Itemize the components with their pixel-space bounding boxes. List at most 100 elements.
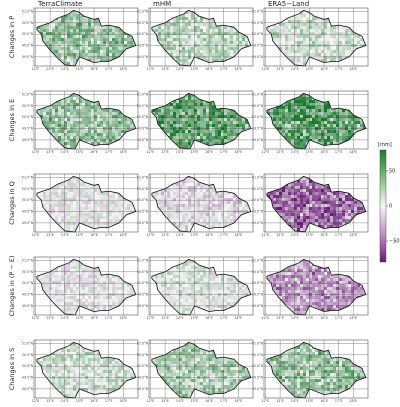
raster-cell xyxy=(152,38,155,41)
raster-cell xyxy=(97,8,100,11)
raster-cell xyxy=(136,121,139,124)
raster-cell xyxy=(164,115,167,118)
raster-cell xyxy=(164,56,167,59)
raster-cell xyxy=(167,139,170,142)
raster-cell xyxy=(155,130,158,133)
raster-cell xyxy=(76,8,79,11)
raster-cell xyxy=(91,50,94,53)
raster-cell xyxy=(366,112,369,115)
raster-cell xyxy=(164,121,167,124)
raster-cell xyxy=(67,216,70,219)
raster-cell xyxy=(321,56,324,59)
raster-cell xyxy=(270,100,273,103)
raster-cell xyxy=(357,109,360,112)
raster-cell xyxy=(333,53,336,56)
raster-cell xyxy=(215,8,218,11)
raster-cell xyxy=(209,35,212,38)
raster-cell xyxy=(40,183,43,186)
raster-cell xyxy=(230,53,233,56)
raster-cell xyxy=(179,53,182,56)
raster-cell xyxy=(206,50,209,53)
raster-cell xyxy=(112,118,115,121)
raster-cell xyxy=(200,124,203,127)
raster-cell xyxy=(161,109,164,112)
raster-cell xyxy=(76,47,79,50)
raster-cell xyxy=(152,106,155,109)
raster-cell xyxy=(339,14,342,17)
raster-cell xyxy=(152,136,155,139)
raster-cell xyxy=(218,62,221,65)
raster-cell xyxy=(94,106,97,109)
raster-cell xyxy=(55,207,58,210)
raster-cell xyxy=(91,139,94,142)
raster-cell xyxy=(52,145,55,148)
raster-cell xyxy=(251,62,254,65)
raster-cell xyxy=(288,53,291,56)
raster-cell xyxy=(306,136,309,139)
raster-cell xyxy=(49,97,52,100)
raster-cell xyxy=(100,91,103,94)
raster-cell xyxy=(345,142,348,145)
raster-cell xyxy=(366,118,369,121)
raster-cell xyxy=(55,41,58,44)
raster-cell xyxy=(109,133,112,136)
raster-cell xyxy=(351,145,354,148)
raster-cell xyxy=(152,142,155,145)
raster-cell xyxy=(179,130,182,133)
raster-cell xyxy=(64,50,67,53)
raster-cell xyxy=(112,53,115,56)
raster-cell xyxy=(306,115,309,118)
raster-cell xyxy=(115,174,118,177)
raster-cell xyxy=(348,32,351,35)
raster-cell xyxy=(164,53,167,56)
raster-cell xyxy=(182,17,185,20)
raster-cell xyxy=(354,56,357,59)
raster-cell xyxy=(270,59,273,62)
raster-cell xyxy=(218,14,221,17)
raster-cell xyxy=(167,14,170,17)
raster-cell xyxy=(37,213,40,216)
lon-tick-label: 17°E xyxy=(335,67,343,71)
raster-cell xyxy=(103,222,106,225)
raster-cell xyxy=(100,41,103,44)
raster-cell xyxy=(342,121,345,124)
raster-cell xyxy=(273,115,276,118)
raster-cell xyxy=(191,50,194,53)
raster-cell xyxy=(52,204,55,207)
raster-cell xyxy=(354,17,357,20)
raster-cell xyxy=(46,192,49,195)
raster-cell xyxy=(203,8,206,11)
raster-cell xyxy=(85,130,88,133)
raster-cell xyxy=(318,14,321,17)
raster-cell xyxy=(348,8,351,11)
raster-cell xyxy=(161,124,164,127)
raster-cell xyxy=(276,50,279,53)
raster-cell xyxy=(333,139,336,142)
raster-cell xyxy=(300,35,303,38)
raster-cell xyxy=(115,91,118,94)
raster-cell xyxy=(64,41,67,44)
raster-cell xyxy=(118,121,121,124)
raster-cell xyxy=(212,50,215,53)
raster-cell xyxy=(285,59,288,62)
raster-cell xyxy=(161,35,164,38)
raster-cell xyxy=(97,106,100,109)
raster-cell xyxy=(342,130,345,133)
raster-cell xyxy=(276,8,279,11)
raster-cell xyxy=(215,148,218,151)
raster-cell xyxy=(300,139,303,142)
raster-cell xyxy=(55,59,58,62)
raster-cell xyxy=(200,23,203,26)
raster-cell xyxy=(55,50,58,53)
raster-cell xyxy=(136,65,139,68)
lon-tick-label: 15°E xyxy=(76,67,84,71)
raster-cell xyxy=(330,53,333,56)
raster-cell xyxy=(118,47,121,50)
raster-cell xyxy=(215,17,218,20)
raster-cell xyxy=(124,195,127,198)
raster-cell xyxy=(209,8,212,11)
raster-cell xyxy=(294,26,297,29)
lon-tick-label: 16°E xyxy=(320,67,328,71)
raster-cell xyxy=(109,195,112,198)
raster-cell xyxy=(103,201,106,204)
